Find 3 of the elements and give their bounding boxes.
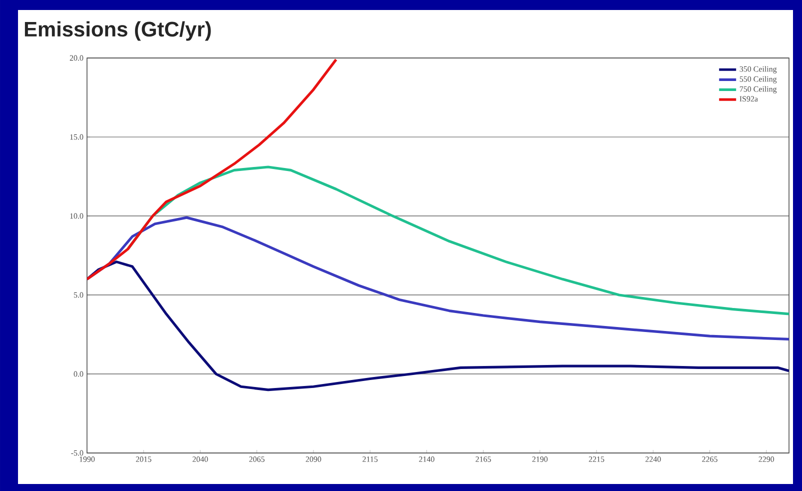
line-series [87,58,338,280]
chart-title: Emissions (GtC/yr) [24,21,211,41]
line-series [87,260,790,392]
